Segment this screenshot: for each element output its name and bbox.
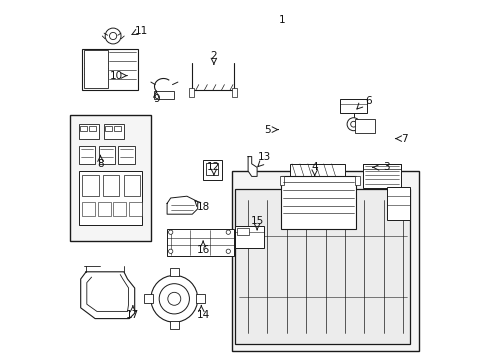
Bar	[167, 229, 233, 256]
Bar	[113, 202, 126, 216]
Text: 8: 8	[97, 159, 103, 169]
Text: 5: 5	[264, 125, 271, 135]
Text: 14: 14	[196, 310, 209, 320]
Bar	[105, 126, 112, 131]
Bar	[79, 124, 99, 139]
Bar	[236, 228, 249, 235]
Bar	[355, 119, 374, 133]
Bar	[153, 91, 173, 99]
Text: 2: 2	[210, 51, 217, 61]
Bar	[82, 49, 138, 90]
Bar	[104, 124, 123, 139]
Bar	[279, 176, 284, 185]
Bar	[82, 175, 99, 196]
Bar	[206, 163, 218, 175]
Circle shape	[168, 249, 172, 253]
Bar	[98, 202, 110, 216]
Bar	[355, 176, 359, 185]
Bar	[235, 226, 264, 248]
Bar	[99, 146, 115, 164]
Circle shape	[225, 230, 230, 234]
Bar	[339, 99, 366, 113]
Bar	[79, 146, 95, 164]
Bar	[188, 88, 194, 97]
Text: 16: 16	[196, 245, 209, 255]
Text: 17: 17	[126, 310, 139, 320]
Bar	[80, 126, 87, 131]
Bar	[103, 175, 119, 196]
Bar	[231, 88, 237, 97]
Circle shape	[350, 121, 356, 127]
Circle shape	[151, 275, 197, 322]
Bar	[118, 146, 134, 164]
Bar	[170, 321, 178, 329]
Circle shape	[346, 118, 359, 131]
Bar	[129, 202, 141, 216]
Text: 4: 4	[311, 162, 317, 172]
Text: 9: 9	[153, 94, 159, 104]
Bar	[363, 164, 400, 188]
Bar	[89, 126, 96, 131]
Bar	[203, 160, 222, 180]
Bar	[289, 164, 345, 177]
Bar	[170, 268, 178, 276]
Text: 11: 11	[135, 26, 148, 36]
Bar	[196, 294, 204, 303]
Text: 1: 1	[279, 15, 285, 25]
Text: 15: 15	[250, 216, 263, 226]
Polygon shape	[81, 272, 134, 319]
Polygon shape	[167, 196, 197, 214]
Bar	[143, 294, 152, 303]
Circle shape	[105, 28, 121, 44]
Bar	[84, 50, 107, 88]
Text: 10: 10	[110, 71, 123, 81]
Circle shape	[167, 292, 181, 305]
Circle shape	[109, 32, 117, 40]
Text: 7: 7	[401, 134, 407, 144]
Bar	[235, 189, 409, 344]
Bar	[386, 187, 409, 220]
Bar	[123, 175, 140, 196]
Circle shape	[159, 284, 189, 314]
Text: 18: 18	[196, 202, 209, 212]
Text: 6: 6	[365, 96, 371, 106]
Text: 3: 3	[383, 162, 389, 172]
Bar	[70, 115, 151, 241]
Bar	[231, 171, 418, 351]
Bar	[363, 164, 400, 169]
Polygon shape	[247, 157, 257, 176]
Bar	[114, 126, 121, 131]
Bar	[280, 176, 355, 229]
Bar	[79, 171, 142, 225]
Bar	[82, 202, 95, 216]
Circle shape	[168, 230, 172, 234]
Text: 13: 13	[257, 152, 270, 162]
Text: 12: 12	[207, 162, 220, 172]
Circle shape	[225, 249, 230, 253]
